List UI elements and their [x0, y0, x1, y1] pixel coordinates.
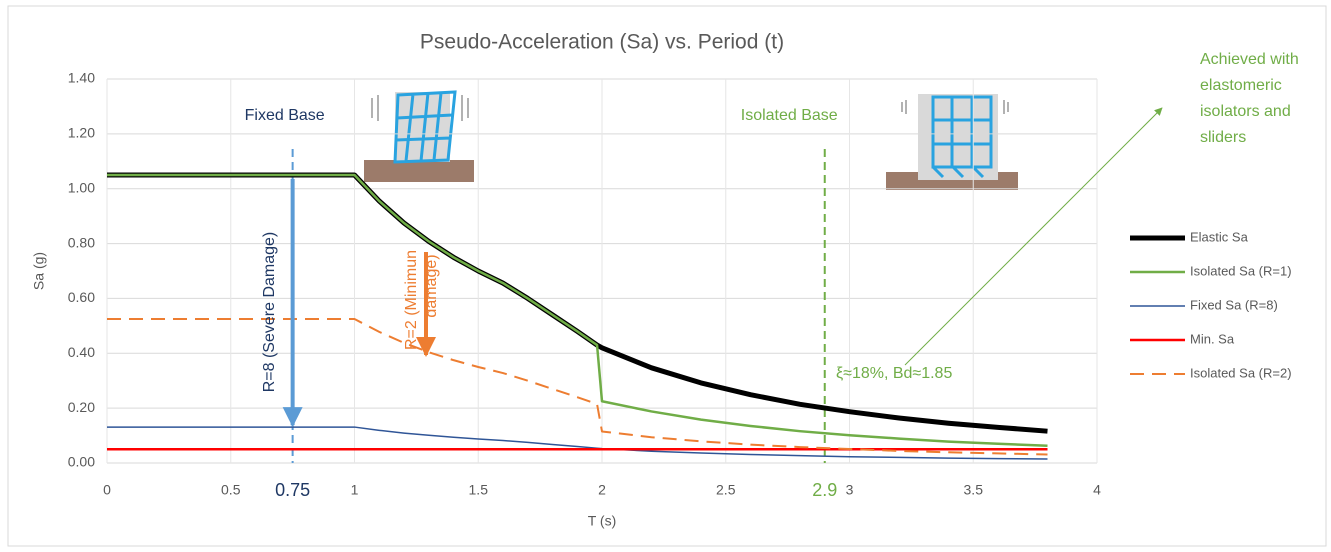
legend-label: Isolated Sa (R=2) [1190, 365, 1292, 380]
x-tick-label: 2.5 [716, 482, 736, 498]
y-tick-label: 0.00 [68, 454, 95, 470]
x-tick-label: 4 [1093, 482, 1101, 498]
x-tick-label: 0 [103, 482, 111, 498]
y-tick-label: 0.20 [68, 399, 95, 415]
legend-label: Isolated Sa (R=1) [1190, 263, 1292, 278]
series-line [107, 175, 1048, 446]
x-tick-label: 3 [846, 482, 854, 498]
x-tick-label: 0.5 [221, 482, 241, 498]
series-line [107, 319, 1048, 454]
x-tick-label: 1.5 [469, 482, 489, 498]
annotation: elastomeric [1200, 77, 1282, 94]
chart-title: Pseudo-Acceleration (Sa) vs. Period (t) [420, 31, 784, 54]
annotation: sliders [1200, 129, 1246, 146]
annotation: isolators and [1200, 103, 1291, 120]
marker-label: 2.9 [812, 480, 837, 500]
y-tick-label: 0.60 [68, 289, 95, 305]
legend-label: Min. Sa [1190, 331, 1235, 346]
annotation: Achieved with [1200, 51, 1299, 68]
x-tick-label: 2 [598, 482, 606, 498]
y-tick-label: 0.80 [68, 234, 95, 250]
chart-frame [8, 6, 1326, 546]
marker-caption: Isolated Base [741, 107, 838, 124]
y-axis-label: Sa (g) [31, 252, 47, 290]
isolated-building-icon [886, 94, 1018, 190]
y-tick-label: 1.40 [68, 70, 95, 86]
series-line [107, 175, 1048, 431]
annotation: R=2 (Minimun [403, 250, 420, 350]
x-tick-label: 1 [351, 482, 359, 498]
y-tick-label: 1.00 [68, 179, 95, 195]
x-axis-label: T (s) [588, 513, 617, 529]
annotation: damage) [423, 254, 440, 317]
y-tick-label: 0.40 [68, 344, 95, 360]
marker-caption: Fixed Base [245, 107, 325, 124]
legend-label: Elastic Sa [1190, 229, 1249, 244]
fixed-building-icon [364, 92, 474, 182]
x-tick-label: 3.5 [964, 482, 984, 498]
legend-label: Fixed Sa (R=8) [1190, 297, 1278, 312]
series-line [107, 427, 1048, 459]
annotation: R=8 (Severe Damage) [261, 232, 278, 393]
annotation: ξ≈18%, Bd≈1.85 [836, 365, 952, 382]
chart: Pseudo-Acceleration (Sa) vs. Period (t) … [0, 0, 1331, 552]
y-tick-label: 1.20 [68, 125, 95, 141]
marker-label: 0.75 [275, 480, 310, 500]
